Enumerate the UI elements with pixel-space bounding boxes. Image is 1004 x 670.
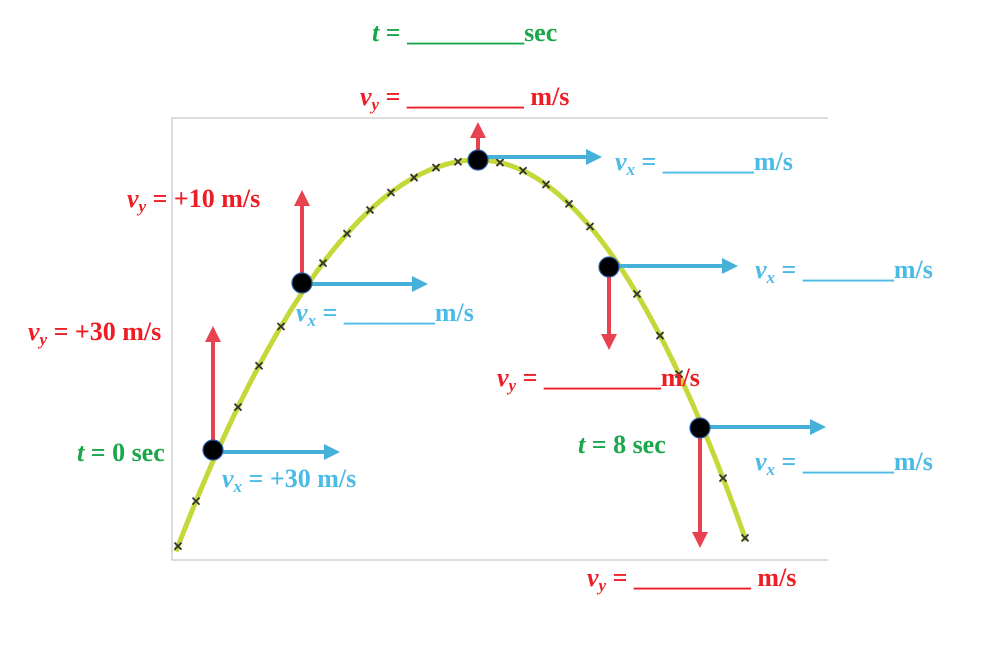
time-mark-x: [740, 533, 750, 542]
time-mark-x: [674, 369, 684, 379]
time-mark-x: [409, 173, 419, 182]
trajectory-path: [173, 157, 749, 553]
time-mark-x: [541, 180, 551, 189]
time-mark-x: [518, 166, 528, 175]
time-mark-x: [365, 205, 375, 215]
time-mark-x: [585, 222, 595, 231]
time-mark-x: [342, 229, 352, 238]
vx-point4-label: vx = _______m/s: [755, 255, 933, 287]
vy-plus10-label: vy = +10 m/s: [127, 184, 261, 216]
time-mark-x: [254, 361, 264, 370]
time-0-label: t = 0 sec: [77, 438, 165, 467]
time-mark-x: [718, 473, 728, 483]
position-dot: [202, 439, 224, 461]
time-mark-x: [453, 157, 463, 166]
time-mark-x: [431, 163, 441, 172]
time-mark-x: [386, 188, 396, 197]
time-mark-x: [564, 199, 574, 209]
position-dot: [467, 149, 489, 171]
vy-point8-label: vy = _________ m/s: [587, 563, 797, 595]
vx-point8-label: vx = _______m/s: [755, 447, 933, 479]
time-mark-x: [233, 402, 243, 412]
time-8-label: t = 8 sec: [578, 430, 666, 459]
time-mark-x: [173, 541, 183, 551]
position-dot: [689, 417, 711, 439]
vx-plus30-label: vx = +30 m/s: [222, 464, 357, 496]
position-dot: [598, 256, 620, 278]
vx-point2-label: vx = _______m/s: [296, 298, 474, 330]
time-mark-x: [191, 497, 201, 506]
time-mark-x: [495, 158, 505, 167]
time-mark-x: [318, 258, 328, 268]
time-mark-x: [655, 331, 665, 340]
vy-top-label: vy = _________ m/s: [360, 82, 570, 114]
position-dot: [291, 272, 313, 294]
time-mark-x: [276, 322, 286, 331]
vy-point4-label: vy = _________m/s: [497, 363, 700, 395]
vx-top-label: vx = _______m/s: [615, 147, 793, 179]
time-top-label: t = _________sec: [372, 18, 558, 47]
frame: [171, 117, 828, 561]
time-mark-x: [632, 289, 642, 299]
vy-plus30-label: vy = +30 m/s: [28, 317, 162, 349]
